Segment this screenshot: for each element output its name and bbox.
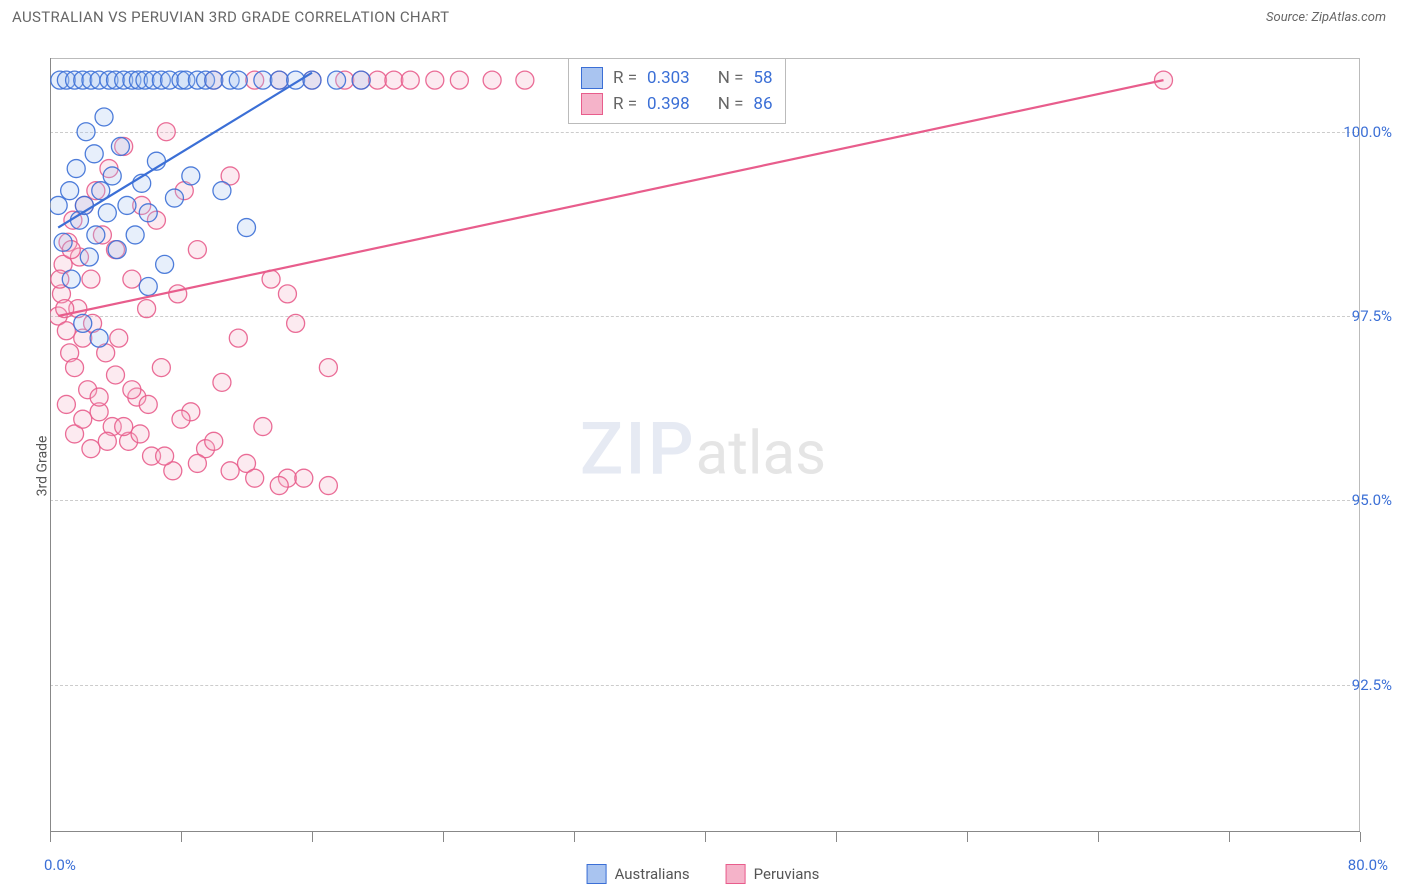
data-point bbox=[229, 329, 247, 347]
data-point bbox=[123, 381, 141, 399]
data-point bbox=[90, 329, 108, 347]
data-point bbox=[111, 137, 129, 155]
data-point bbox=[80, 248, 98, 266]
data-point bbox=[87, 226, 105, 244]
stats-legend-box: R = 0.303 N = 58 R = 0.398 N = 86 bbox=[568, 58, 786, 124]
data-point bbox=[516, 71, 534, 89]
data-point bbox=[295, 469, 313, 487]
data-point bbox=[77, 123, 95, 141]
data-point bbox=[188, 241, 206, 259]
swatch-australians bbox=[581, 67, 603, 89]
data-point bbox=[270, 71, 288, 89]
data-point bbox=[319, 477, 337, 495]
data-point bbox=[319, 359, 337, 377]
data-point bbox=[95, 108, 113, 126]
data-point bbox=[278, 285, 296, 303]
data-point bbox=[172, 410, 190, 428]
data-point bbox=[61, 182, 79, 200]
data-point bbox=[82, 440, 100, 458]
data-point bbox=[238, 219, 256, 237]
data-point bbox=[67, 160, 85, 178]
data-point bbox=[107, 366, 125, 384]
legend-bottom: Australians Peruvians bbox=[587, 864, 820, 884]
y-axis-label: 3rd Grade bbox=[34, 436, 50, 497]
data-point bbox=[74, 410, 92, 428]
stats-row-peruvians: R = 0.398 N = 86 bbox=[581, 91, 773, 117]
data-point bbox=[156, 447, 174, 465]
data-point bbox=[62, 270, 80, 288]
data-point bbox=[98, 432, 116, 450]
swatch-australians-icon bbox=[587, 864, 607, 884]
data-point bbox=[54, 233, 72, 251]
data-point bbox=[118, 196, 136, 214]
data-point bbox=[369, 71, 387, 89]
data-point bbox=[246, 469, 264, 487]
data-point bbox=[90, 388, 108, 406]
data-point bbox=[401, 71, 419, 89]
data-point bbox=[188, 454, 206, 472]
data-point bbox=[426, 71, 444, 89]
data-point bbox=[221, 462, 239, 480]
data-point bbox=[229, 71, 247, 89]
stats-row-australians: R = 0.303 N = 58 bbox=[581, 65, 773, 91]
data-point bbox=[156, 255, 174, 273]
data-point bbox=[103, 167, 121, 185]
swatch-peruvians bbox=[581, 93, 603, 115]
legend-item-australians: Australians bbox=[587, 864, 690, 884]
data-point bbox=[165, 189, 183, 207]
legend-item-peruvians: Peruvians bbox=[726, 864, 820, 884]
data-point bbox=[213, 182, 231, 200]
data-point bbox=[82, 270, 100, 288]
x-min-label: 0.0% bbox=[44, 856, 76, 874]
data-point bbox=[110, 329, 128, 347]
data-point bbox=[126, 226, 144, 244]
data-point bbox=[352, 71, 370, 89]
source-attribution: Source: ZipAtlas.com bbox=[1266, 10, 1386, 25]
data-point bbox=[213, 373, 231, 391]
data-point bbox=[328, 71, 346, 89]
data-point bbox=[254, 418, 272, 436]
data-point bbox=[205, 432, 223, 450]
data-point bbox=[85, 145, 103, 163]
data-point bbox=[385, 71, 403, 89]
data-point bbox=[74, 314, 92, 332]
swatch-peruvians-icon bbox=[726, 864, 746, 884]
scatter-plot bbox=[50, 58, 1360, 832]
data-point bbox=[139, 204, 157, 222]
chart-header: AUSTRALIAN VS PERUVIAN 3RD GRADE CORRELA… bbox=[0, 0, 1406, 30]
data-point bbox=[139, 278, 157, 296]
data-point bbox=[270, 477, 288, 495]
data-point bbox=[66, 359, 84, 377]
data-point bbox=[254, 71, 272, 89]
correlation-chart: 3rd Grade 92.5%95.0%97.5%100.0% ZIPatlas… bbox=[0, 40, 1406, 892]
data-point bbox=[139, 395, 157, 413]
data-point bbox=[182, 167, 200, 185]
x-max-label: 80.0% bbox=[1348, 856, 1388, 874]
chart-title: AUSTRALIAN VS PERUVIAN 3RD GRADE CORRELA… bbox=[12, 8, 449, 26]
data-point bbox=[152, 359, 170, 377]
data-point bbox=[115, 418, 133, 436]
data-point bbox=[123, 270, 141, 288]
data-point bbox=[169, 285, 187, 303]
data-point bbox=[108, 241, 126, 259]
data-point bbox=[157, 123, 175, 141]
data-point bbox=[57, 322, 75, 340]
data-point bbox=[138, 300, 156, 318]
data-point bbox=[57, 395, 75, 413]
data-point bbox=[287, 314, 305, 332]
data-point bbox=[98, 204, 116, 222]
data-point bbox=[131, 425, 149, 443]
data-point bbox=[483, 71, 501, 89]
data-point bbox=[450, 71, 468, 89]
data-point bbox=[205, 71, 223, 89]
data-point bbox=[50, 196, 67, 214]
